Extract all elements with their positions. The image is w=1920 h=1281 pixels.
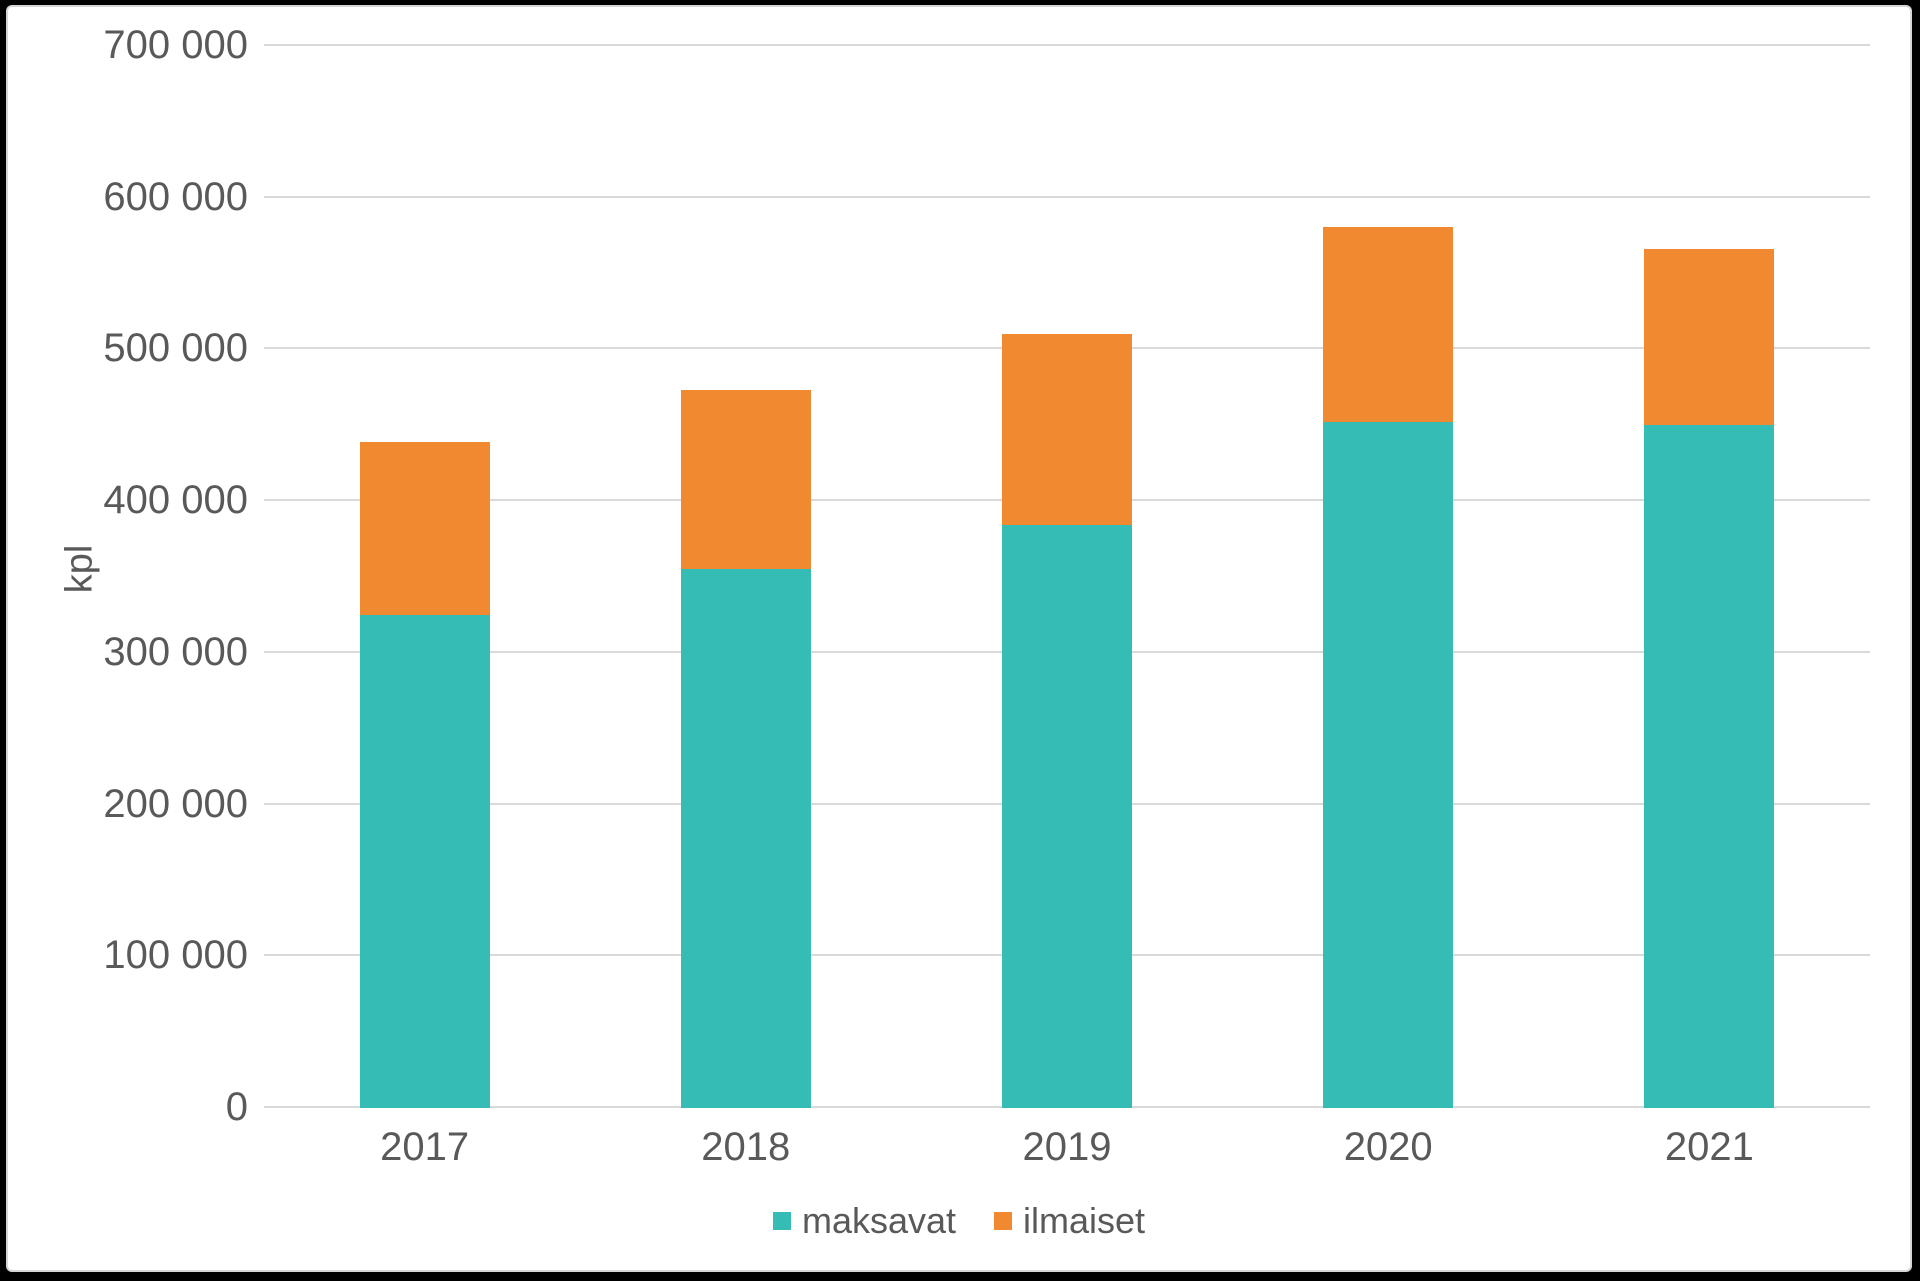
gridline-700000 [264,44,1870,46]
y-tick-label-400000: 400 000 [103,478,248,523]
legend: maksavat ilmaiset [8,1199,1910,1243]
x-axis-label-2020: 2020 [1343,1125,1433,1169]
y-tick-label-100000: 100 000 [103,933,248,978]
bar-2017 [359,7,490,1108]
y-axis-title: kpl [58,544,101,594]
y-tick-label-200000: 200 000 [103,781,248,826]
bar-segment-maksavat-2019 [1002,525,1132,1108]
bar-segment-ilmaiset-2017 [359,441,490,615]
bar-segment-maksavat-2017 [359,614,490,1108]
legend-swatch-ilmaiset-icon [994,1212,1013,1230]
bar-2019 [1002,7,1132,1108]
bar-2020 [1323,7,1454,1108]
y-tick-label-0: 0 [225,1085,248,1129]
chart-canvas: 0 100 000 200 000 300 000 400 000 500 000 600 … [6,5,1912,1272]
bar-2021 [1644,7,1775,1108]
bar-segment-ilmaiset-2021 [1644,249,1775,426]
bar-segment-maksavat-2021 [1644,425,1775,1108]
bar-segment-ilmaiset-2019 [1002,334,1132,526]
bar-2018 [680,7,811,1108]
x-axis-label-2019: 2019 [1022,1125,1112,1169]
x-axis-label-2017: 2017 [380,1125,470,1169]
bar-segment-ilmaiset-2018 [680,390,811,570]
y-tick-label-500000: 500 000 [103,326,248,371]
bar-segment-ilmaiset-2020 [1323,226,1454,423]
y-tick-label-300000: 300 000 [103,629,248,674]
bar-segment-maksavat-2018 [680,569,811,1108]
legend-item-maksavat: maksavat [772,1200,957,1242]
legend-label-ilmaiset: ilmaiset [1023,1200,1146,1241]
x-axis-label-2018: 2018 [701,1125,791,1169]
legend-label-maksavat: maksavat [801,1200,957,1241]
y-tick-label-700000: 700 000 [103,23,248,67]
x-axis-label-2021: 2021 [1664,1125,1754,1169]
bar-segment-maksavat-2020 [1323,422,1454,1108]
legend-swatch-maksavat-icon [772,1212,791,1230]
gridline-600000 [264,195,1870,198]
legend-item-ilmaiset: ilmaiset [994,1200,1145,1242]
y-tick-label-600000: 600 000 [103,174,248,219]
